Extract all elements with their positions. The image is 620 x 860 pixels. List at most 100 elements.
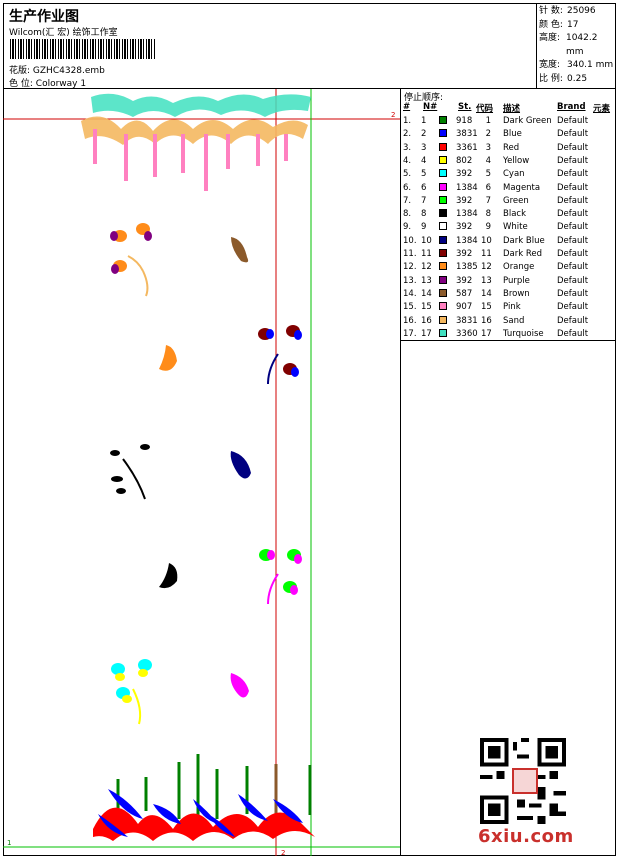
table-row: 10. 10 1384 10 Dark Blue Default xyxy=(401,235,616,249)
row-stitches: 1384 xyxy=(456,182,478,193)
color-swatch xyxy=(439,169,447,178)
row-index: 1. xyxy=(403,116,412,126)
design-preview: 2 2 1 xyxy=(3,89,401,856)
table-row: 11. 11 392 11 Dark Red Default xyxy=(401,249,616,262)
row-needle: 3 xyxy=(421,142,427,153)
flower-motif-orange-purple xyxy=(110,223,152,297)
row-index: 16. xyxy=(403,315,417,326)
row-needle: 10 xyxy=(421,235,432,246)
table-row: 3. 3 3361 3 Red Default xyxy=(401,142,616,156)
colors-value: 17 xyxy=(567,19,579,30)
row-index: 12. xyxy=(403,262,417,273)
row-stitches: 392 xyxy=(456,195,473,206)
header-panel: 生产作业图 Wilcom(汇 宏) 绘饰工作室 花版: GZHC4328.emb… xyxy=(3,3,616,89)
leaf-motif-magenta xyxy=(230,673,249,698)
row-code: 11 xyxy=(481,249,492,259)
color-swatch xyxy=(439,275,447,284)
row-stitches: 392 xyxy=(456,169,473,180)
row-brand: Default xyxy=(557,195,589,206)
row-index: 3. xyxy=(403,142,412,153)
row-code: 6 xyxy=(485,182,491,193)
stats-panel: 针 数: 25096 颜 色: 17 高度: 1042.2 mm 宽度: 340.1 m… xyxy=(539,5,616,86)
color-swatch xyxy=(439,288,447,297)
color-swatch xyxy=(439,195,447,204)
row-needle: 11 xyxy=(421,249,432,259)
row-stitches: 392 xyxy=(456,222,473,233)
row-brand: Default xyxy=(557,169,589,180)
leaf-motif-dark-blue xyxy=(230,451,251,479)
row-stitches: 3831 xyxy=(456,129,478,140)
color-swatch xyxy=(439,328,447,337)
row-code: 8 xyxy=(485,209,491,220)
watermark-text: 6xiu.com xyxy=(478,826,574,847)
row-needle: 6 xyxy=(421,182,427,193)
row-code: 5 xyxy=(485,169,491,180)
row-index: 5. xyxy=(403,169,412,180)
colors-label: 颜 色: xyxy=(539,19,563,30)
row-brand: Default xyxy=(557,275,589,286)
row-code: 17 xyxy=(481,328,492,339)
leaf-motif-black xyxy=(159,563,178,589)
row-index: 17. xyxy=(403,328,417,339)
color-swatch xyxy=(439,129,447,138)
table-row: 9. 9 392 9 White Default xyxy=(401,222,616,235)
stop-sequence-title: 停止顺序: xyxy=(404,93,444,103)
header-element: 元素 xyxy=(593,104,611,114)
top-border-motif xyxy=(81,93,311,191)
row-index: 14. xyxy=(403,288,417,299)
row-description: Pink xyxy=(503,302,521,313)
row-needle: 2 xyxy=(421,129,427,140)
row-brand: Default xyxy=(557,262,589,273)
row-description: Dark Red xyxy=(503,249,543,259)
row-description: Magenta xyxy=(503,182,541,193)
row-description: Cyan xyxy=(503,169,525,180)
row-brand: Default xyxy=(557,328,589,339)
row-brand: Default xyxy=(557,129,589,140)
width-label: 宽度: xyxy=(539,60,561,70)
color-swatch xyxy=(439,142,447,151)
row-description: Black xyxy=(503,209,526,220)
leaf-motif-brown xyxy=(231,237,249,263)
row-needle: 15 xyxy=(421,302,432,313)
row-index: 8. xyxy=(403,209,412,220)
row-stitches: 3361 xyxy=(456,142,478,153)
row-description: Red xyxy=(503,142,520,153)
row-description: Sand xyxy=(503,315,525,326)
row-stitches: 392 xyxy=(456,275,473,286)
row-description: Purple xyxy=(503,275,530,286)
header-brand: Brand xyxy=(557,102,586,112)
row-description: White xyxy=(503,222,528,233)
table-row: 17. 17 3360 17 Turquoise Default xyxy=(401,328,616,342)
row-code: 10 xyxy=(481,235,492,246)
row-brand: Default xyxy=(557,182,589,193)
row-code: 2 xyxy=(485,129,491,140)
table-row: 5. 5 392 5 Cyan Default xyxy=(401,169,616,182)
height-value: 1042.2 mm xyxy=(565,33,598,57)
row-needle: 17 xyxy=(421,328,432,339)
row-brand: Default xyxy=(557,116,589,126)
row-brand: Default xyxy=(557,142,589,153)
design-file-label: 花版: xyxy=(9,66,31,76)
color-swatch xyxy=(439,182,447,191)
row-needle: 1 xyxy=(421,116,427,126)
row-index: 10. xyxy=(403,235,417,246)
qr-code-icon xyxy=(480,738,566,824)
table-row: 8. 8 1384 8 Black Default xyxy=(401,209,616,222)
row-needle: 9 xyxy=(421,222,427,233)
row-description: Dark Green xyxy=(503,116,552,126)
bottom-border-motif xyxy=(93,754,315,841)
flower-motif-black xyxy=(110,444,150,500)
row-brand: Default xyxy=(557,155,589,166)
row-brand: Default xyxy=(557,249,589,259)
row-needle: 4 xyxy=(421,155,427,166)
row-description: Brown xyxy=(503,288,530,299)
color-swatch xyxy=(439,155,447,164)
stitches-value: 25096 xyxy=(567,6,596,16)
color-swatch xyxy=(439,209,447,218)
seal-stamp-icon xyxy=(512,768,538,794)
color-swatch xyxy=(439,315,447,324)
color-swatch xyxy=(439,302,447,311)
row-needle: 5 xyxy=(421,169,427,180)
width-value: 340.1 mm xyxy=(567,60,614,70)
table-row: 15. 15 907 15 Pink Default xyxy=(401,302,616,315)
